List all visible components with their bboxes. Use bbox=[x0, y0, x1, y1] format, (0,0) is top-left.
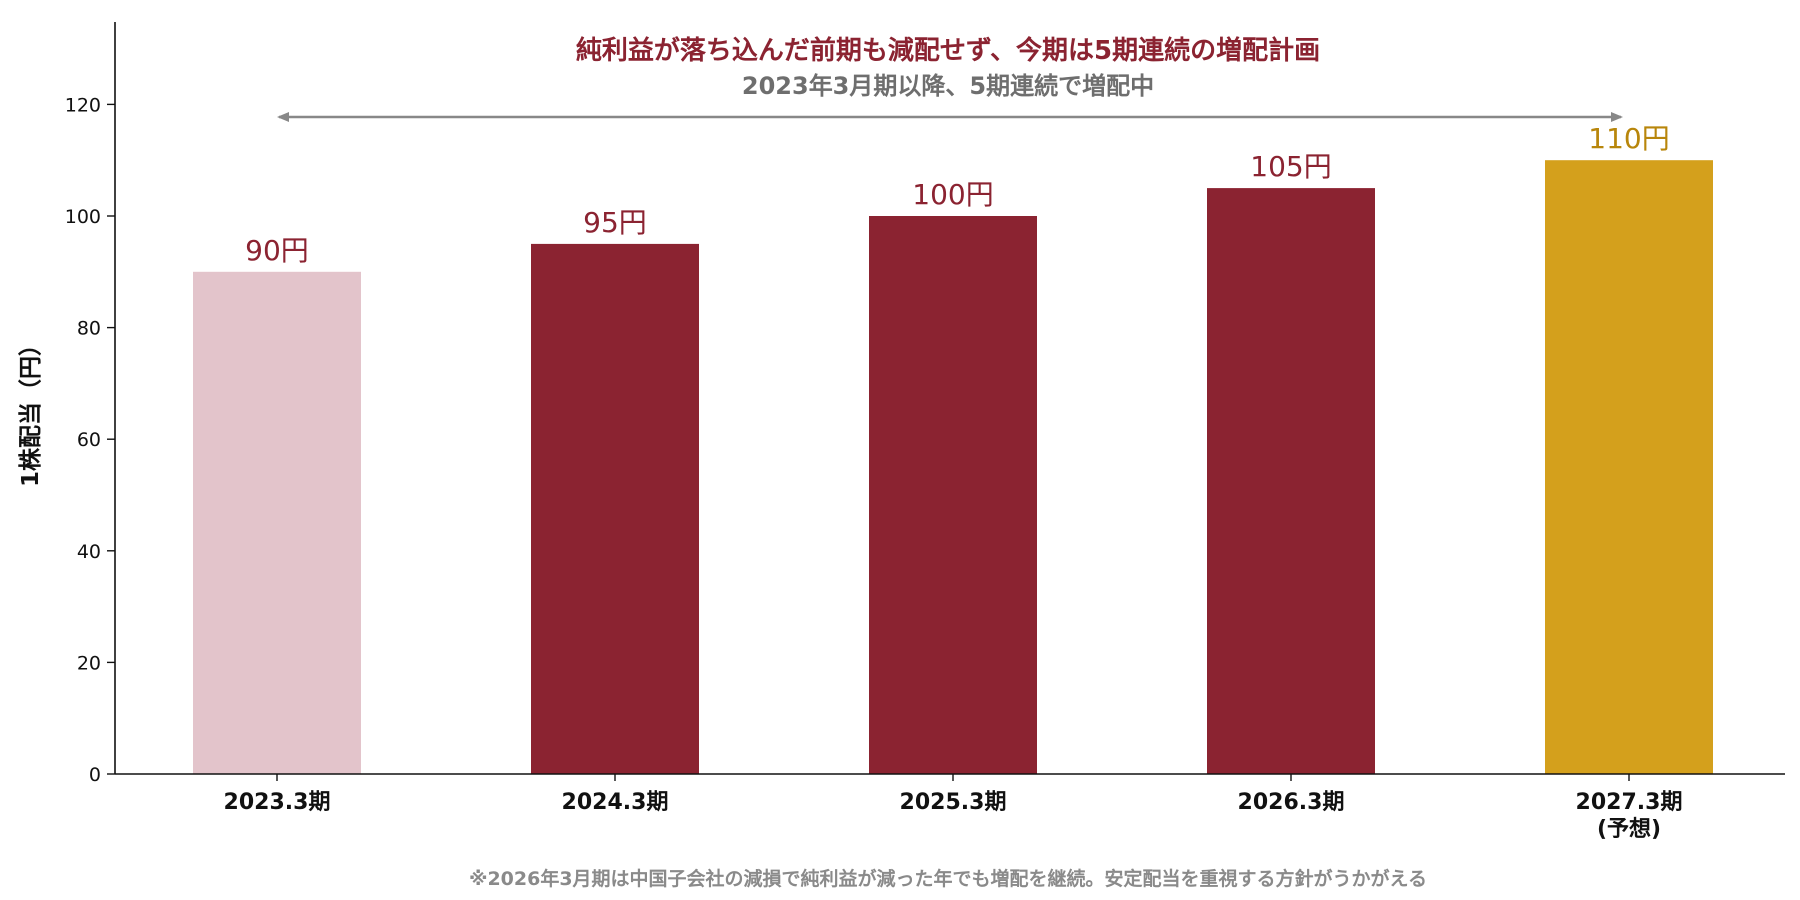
y-tick-label: 60 bbox=[77, 429, 101, 451]
bar-2 bbox=[869, 216, 1037, 774]
x-category-note-4: (予想) bbox=[1597, 817, 1661, 842]
y-tick-label: 80 bbox=[77, 318, 101, 340]
annotation-subtitle: 2023年3月期以降、5期連続で増配中 bbox=[742, 72, 1154, 100]
value-label-4: 110円 bbox=[1588, 122, 1669, 155]
x-category-label-2: 2025.3期 bbox=[900, 790, 1007, 815]
y-tick-label: 120 bbox=[65, 94, 101, 116]
x-category-label-1: 2024.3期 bbox=[562, 790, 669, 815]
x-category-label-0: 2023.3期 bbox=[224, 790, 331, 815]
bar-0 bbox=[193, 271, 361, 774]
footnote: ※2026年3月期は中国子会社の減損で純利益が減った年でも増配を継続。安定配当を… bbox=[469, 867, 1427, 890]
value-label-2: 100円 bbox=[912, 178, 993, 211]
y-tick-label: 0 bbox=[89, 764, 101, 786]
bar-4 bbox=[1545, 160, 1713, 774]
chart-marks: 0 20 40 60 80 100 120 90円 2023.3期 95円 2024.3期 100円 2… bbox=[65, 94, 1713, 842]
y-tick-label: 100 bbox=[65, 206, 101, 228]
y-tick-label: 40 bbox=[77, 541, 101, 563]
y-tick-label: 20 bbox=[77, 652, 101, 674]
x-category-label-3: 2026.3期 bbox=[1238, 790, 1345, 815]
bar-3 bbox=[1207, 188, 1375, 775]
bar-1 bbox=[531, 243, 699, 774]
y-axis-label: 1株配当（円） bbox=[17, 333, 44, 487]
x-category-label-4: 2027.3期 bbox=[1576, 790, 1683, 815]
value-label-0: 90円 bbox=[245, 234, 309, 267]
value-label-3: 105円 bbox=[1250, 150, 1331, 183]
annotation-title: 純利益が落ち込んだ前期も減配せず、今期は5期連続の増配計画 bbox=[576, 35, 1320, 66]
value-label-1: 95円 bbox=[583, 206, 647, 239]
